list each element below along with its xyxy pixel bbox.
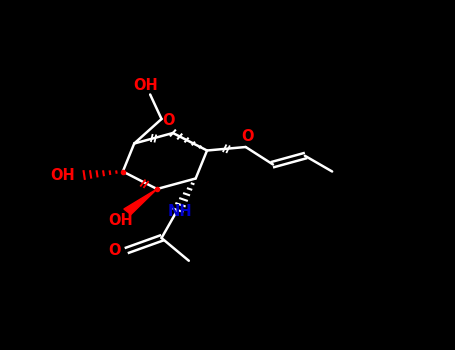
Text: O: O: [108, 243, 121, 258]
Text: OH: OH: [133, 78, 158, 93]
Text: NH: NH: [167, 204, 192, 219]
Text: OH: OH: [108, 213, 133, 228]
Text: O: O: [242, 129, 254, 144]
Text: OH: OH: [51, 168, 75, 182]
Polygon shape: [124, 189, 157, 215]
Text: O: O: [162, 113, 175, 128]
